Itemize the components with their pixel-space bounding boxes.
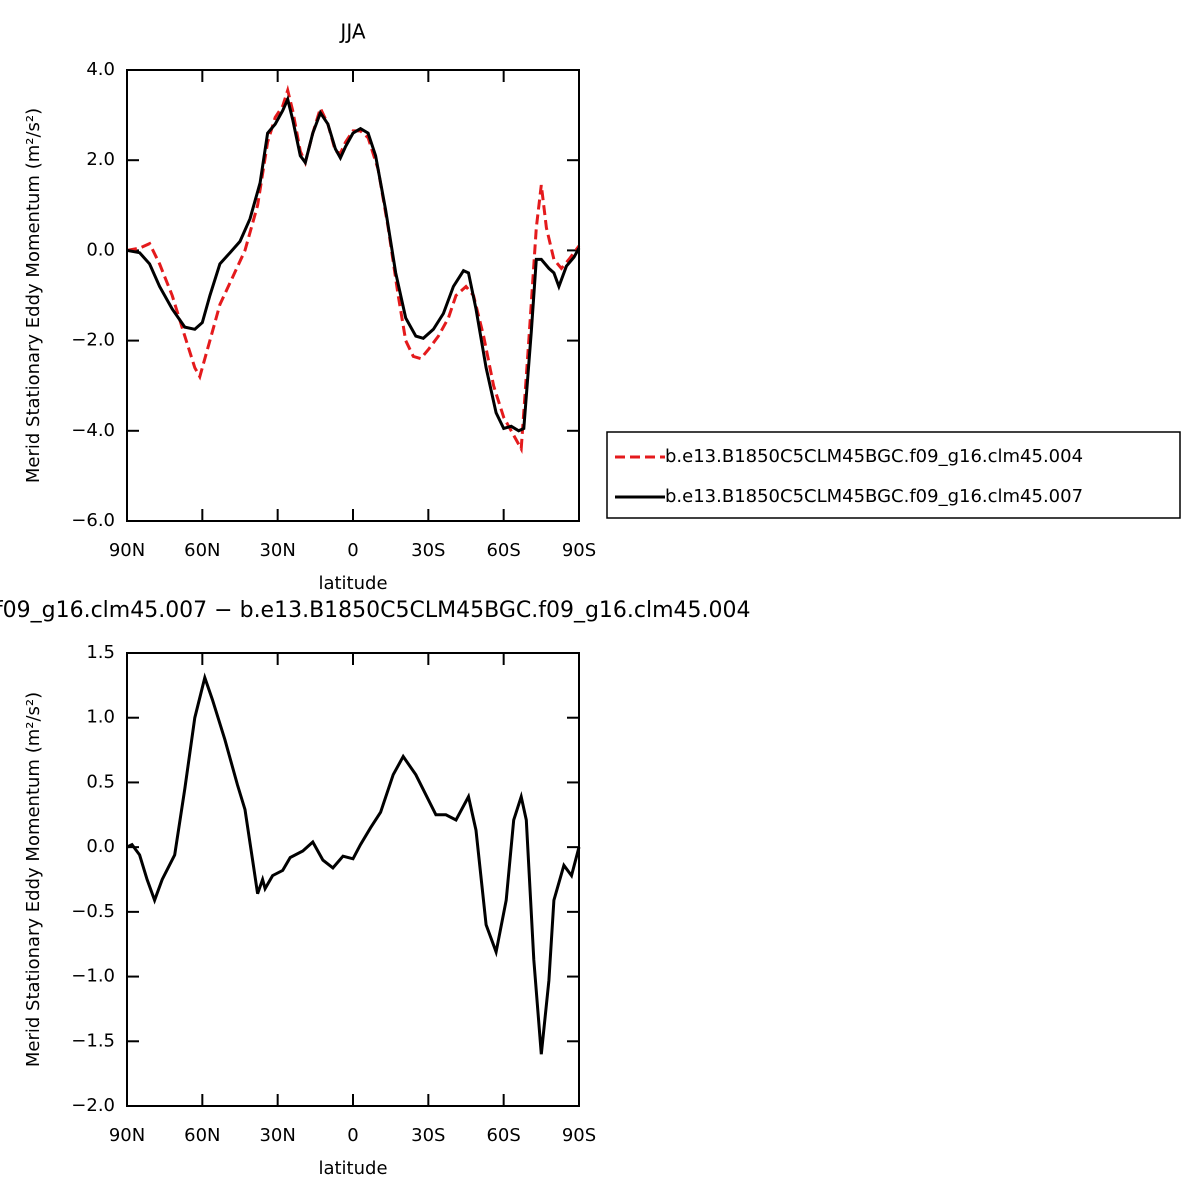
y-axis-label: Merid Stationary Eddy Momentum (m²/s²) xyxy=(23,692,44,1067)
x-tick-label: 30N xyxy=(259,540,295,561)
plot-frame xyxy=(126,69,580,522)
x-axis-label: latitude xyxy=(318,573,387,594)
legend-box xyxy=(606,431,1181,519)
y-tick-label: 0.0 xyxy=(86,239,115,260)
x-tick-label: 60S xyxy=(486,1125,520,1146)
x-tick-label: 90S xyxy=(562,1125,596,1146)
x-tick-label: 90S xyxy=(562,540,596,561)
y-tick-label: −2.0 xyxy=(71,1095,115,1116)
x-tick-label: 60S xyxy=(486,540,520,561)
x-tick-label: 90N xyxy=(109,540,145,561)
x-tick-label: 0 xyxy=(347,540,358,561)
y-tick-label: 1.0 xyxy=(86,707,115,728)
data-line xyxy=(126,672,581,1055)
plot-frame xyxy=(126,652,580,1107)
y-tick-label: −6.0 xyxy=(71,510,115,531)
y-tick-label: −2.0 xyxy=(71,330,115,351)
x-axis-label: latitude xyxy=(318,1158,387,1179)
legend-label: b.e13.B1850C5CLM45BGC.f09_g16.clm45.007 xyxy=(665,486,1083,507)
legend-label: b.e13.B1850C5CLM45BGC.f09_g16.clm45.004 xyxy=(665,446,1083,467)
y-tick-label: 0.0 xyxy=(86,836,115,857)
x-tick-label: 30S xyxy=(411,1125,445,1146)
data-line xyxy=(126,84,581,454)
y-tick-label: −0.5 xyxy=(71,901,115,922)
x-tick-label: 60N xyxy=(184,540,220,561)
chart-title: JJA xyxy=(338,20,365,44)
data-line xyxy=(126,94,581,433)
x-tick-label: 0 xyxy=(347,1125,358,1146)
x-tick-label: 30S xyxy=(411,540,445,561)
y-tick-label: −4.0 xyxy=(71,420,115,441)
chart-title: GC.f09_g16.clm45.007 − b.e13.B1850C5CLM4… xyxy=(0,598,751,623)
y-tick-label: 1.5 xyxy=(86,642,115,663)
y-tick-label: 4.0 xyxy=(86,59,115,80)
y-tick-label: 0.5 xyxy=(86,771,115,792)
y-axis-label: Merid Stationary Eddy Momentum (m²/s²) xyxy=(23,108,44,483)
x-tick-label: 30N xyxy=(259,1125,295,1146)
y-tick-label: 2.0 xyxy=(86,149,115,170)
y-tick-label: −1.5 xyxy=(71,1030,115,1051)
x-tick-label: 90N xyxy=(109,1125,145,1146)
y-tick-label: −1.0 xyxy=(71,966,115,987)
x-tick-label: 60N xyxy=(184,1125,220,1146)
